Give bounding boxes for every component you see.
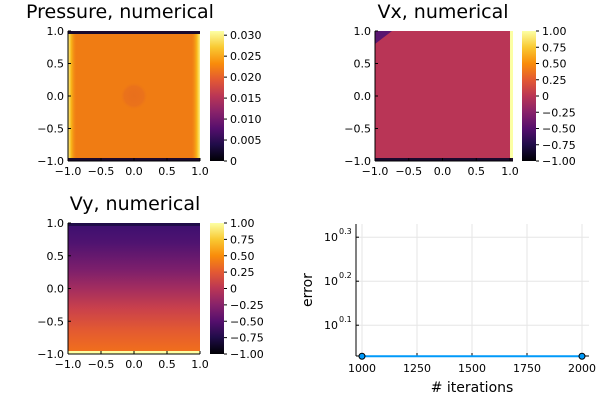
error-ytick-exponent: 0.3 (339, 227, 352, 236)
vx-colorbar-label: 0.75 (542, 41, 567, 54)
vx-colorbar-label: −0.75 (542, 139, 576, 152)
vy-xtick-label: −1.0 (55, 358, 82, 371)
vx-colorbar (522, 31, 536, 161)
error-panel: 1000 1250 1500 1750 2000 10 0.110 0.210 0.3 # i… (300, 224, 596, 396)
vy-panel: Vy, numerical −1.0 −0.5 0.0 0.5 1.0 −1.0 −0.5… (37, 193, 263, 371)
vy-xtick-label: 0.5 (158, 358, 176, 371)
pressure-colorbar-label: 0.010 (230, 113, 262, 126)
vy-xtick-label: −0.5 (88, 358, 115, 371)
vx-ytick-label: 0.0 (354, 90, 372, 103)
vy-colorbar-label: 1.00 (230, 217, 255, 230)
pressure-colorbar (210, 31, 224, 161)
pressure-xtick-label: 0.0 (125, 165, 143, 178)
vx-bottom-edge (375, 158, 513, 161)
error-xtick-label: 1500 (458, 362, 486, 375)
vx-colorbar-label: −1.00 (542, 155, 576, 168)
pressure-right-edge (191, 31, 200, 161)
error-ylabel: error (300, 273, 316, 307)
vy-colorbar-label: −1.00 (230, 348, 264, 361)
pressure-ytick-label: 1.0 (47, 25, 65, 38)
vx-right-edge (510, 31, 513, 161)
pressure-ytick-label: −1.0 (37, 155, 64, 168)
error-ytick-label: 10 (324, 275, 338, 288)
pressure-xtick-label: −0.5 (88, 165, 115, 178)
pressure-xtick-label: 1.0 (191, 165, 209, 178)
pressure-ytick-label: 0.0 (47, 90, 65, 103)
vy-ytick-label: −0.5 (37, 315, 64, 328)
pressure-ytick-label: −0.5 (37, 123, 64, 136)
pressure-colorbar-label: 0.025 (230, 50, 262, 63)
vy-xtick-label: 0.0 (125, 358, 143, 371)
vx-xtick-label: 0.5 (468, 165, 486, 178)
vy-colorbar-label: −0.25 (230, 299, 264, 312)
vy-xtick-label: 1.0 (191, 358, 209, 371)
vy-colorbar-label: −0.75 (230, 332, 264, 345)
vx-heatmap-field (375, 31, 510, 161)
vx-ytick-label: 1.0 (354, 25, 372, 38)
pressure-colorbar-label: 0.020 (230, 71, 262, 84)
error-ytick-exponent: 0.1 (339, 315, 352, 324)
pressure-center-blob (120, 82, 148, 110)
error-ytick-exponent: 0.2 (339, 271, 352, 280)
vx-xtick-label: 1.0 (501, 165, 519, 178)
vx-xtick-label: −0.5 (395, 165, 422, 178)
pressure-colorbar-label: 0.005 (230, 134, 262, 147)
vy-ytick-label: 1.0 (47, 217, 65, 230)
pressure-xtick-label: −1.0 (55, 165, 82, 178)
error-xlabel: # iterations (431, 380, 514, 396)
vx-colorbar-label: 0 (542, 90, 549, 103)
error-xtick-label: 2000 (568, 362, 596, 375)
vx-colorbar-label: −0.50 (542, 123, 576, 136)
pressure-panel: Pressure, numerical −1.0 −0.5 0.0 0.5 1.0 −1… (26, 1, 261, 178)
vx-xtick-label: 0.0 (434, 165, 452, 178)
vx-panel: Vx, numerical −1.0 −0.5 0.0 0.5 1.0 −1.0 −0.5… (344, 1, 575, 178)
vx-ytick-label: −1.0 (344, 155, 371, 168)
vy-ytick-label: 0.0 (47, 283, 65, 296)
pressure-top-edge (68, 31, 200, 34)
error-ytick-label: 10 (324, 319, 338, 332)
pressure-ytick-label: 0.5 (47, 58, 65, 71)
vy-colorbar-label: 0.25 (230, 266, 255, 279)
pressure-xtick-label: 0.5 (158, 165, 176, 178)
vy-colorbar-label: 0.50 (230, 250, 255, 263)
error-xtick-label: 1750 (513, 362, 541, 375)
vx-corner-dark (375, 31, 392, 44)
pressure-title: Pressure, numerical (26, 1, 214, 23)
vx-title: Vx, numerical (377, 1, 508, 23)
vy-colorbar-label: 0 (230, 283, 237, 296)
vx-xtick-label: −1.0 (362, 165, 389, 178)
pressure-colorbar-label: 0.030 (230, 29, 262, 42)
vy-heatmap-field (68, 223, 200, 354)
vx-colorbar-label: 1.00 (542, 25, 567, 38)
error-series-point (358, 352, 366, 360)
vy-ytick-label: −1.0 (37, 348, 64, 361)
vy-title: Vy, numerical (70, 193, 201, 215)
vx-ytick-label: −0.5 (344, 123, 371, 136)
vy-ytick-label: 0.5 (47, 250, 65, 263)
vx-colorbar-label: 0.25 (542, 74, 567, 87)
pressure-colorbar-label: 0.015 (230, 92, 262, 105)
error-ytick-label: 10 (324, 231, 338, 244)
vx-colorbar-label: 0.50 (542, 58, 567, 71)
error-xtick-label: 1250 (403, 362, 431, 375)
vy-top-edge (68, 223, 200, 226)
vy-colorbar-label: −0.50 (230, 315, 264, 328)
vx-colorbar-label: −0.25 (542, 106, 576, 119)
error-xtick-label: 1000 (348, 362, 376, 375)
vy-colorbar (210, 223, 224, 354)
vx-ytick-label: 0.5 (354, 58, 372, 71)
vy-colorbar-label: 0.75 (230, 233, 255, 246)
pressure-left-edge (68, 31, 77, 161)
error-series-point (578, 352, 586, 360)
pressure-colorbar-label: 0 (230, 155, 237, 168)
